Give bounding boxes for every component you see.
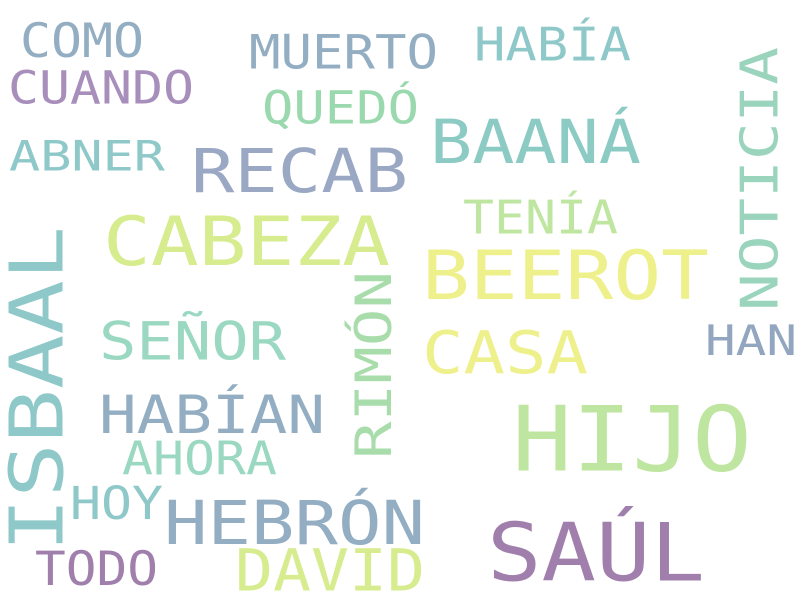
word-habia: HABÍA	[474, 18, 631, 72]
word-hijo: HIJO	[512, 387, 752, 492]
word-tenia: TENÍA	[463, 191, 618, 245]
word-ahora: AHORA	[122, 432, 277, 486]
word-cabeza: CABEZA	[103, 202, 390, 282]
word-rimon: RIMÓN	[345, 271, 404, 459]
word-como: COMO	[20, 14, 144, 69]
word-todo: TODO	[35, 542, 158, 597]
word-hoy: HOY	[70, 477, 163, 530]
word-senor: SEÑOR	[99, 311, 286, 373]
word-noticia: NOTICIA	[729, 47, 791, 311]
word-casa: CASA	[422, 318, 588, 388]
word-beerot: BEEROT	[422, 236, 709, 316]
word-quedo: QUEDÓ	[262, 82, 419, 135]
word-saul: SAÚL	[487, 506, 705, 600]
word-recab: RECAB	[191, 135, 408, 207]
word-hebron: HEBRÓN	[164, 487, 425, 559]
word-baana: BAANÁ	[430, 106, 641, 178]
word-muerto: MUERTO	[249, 25, 438, 80]
word-han: HAN	[705, 316, 797, 366]
word-david: DAVID	[235, 537, 425, 600]
word-cuando: CUANDO	[8, 62, 194, 115]
word-isbaal: ISBAAL	[0, 226, 81, 552]
word-habian: HABÍAN	[99, 383, 325, 446]
word-abner: ABNER	[9, 131, 165, 181]
